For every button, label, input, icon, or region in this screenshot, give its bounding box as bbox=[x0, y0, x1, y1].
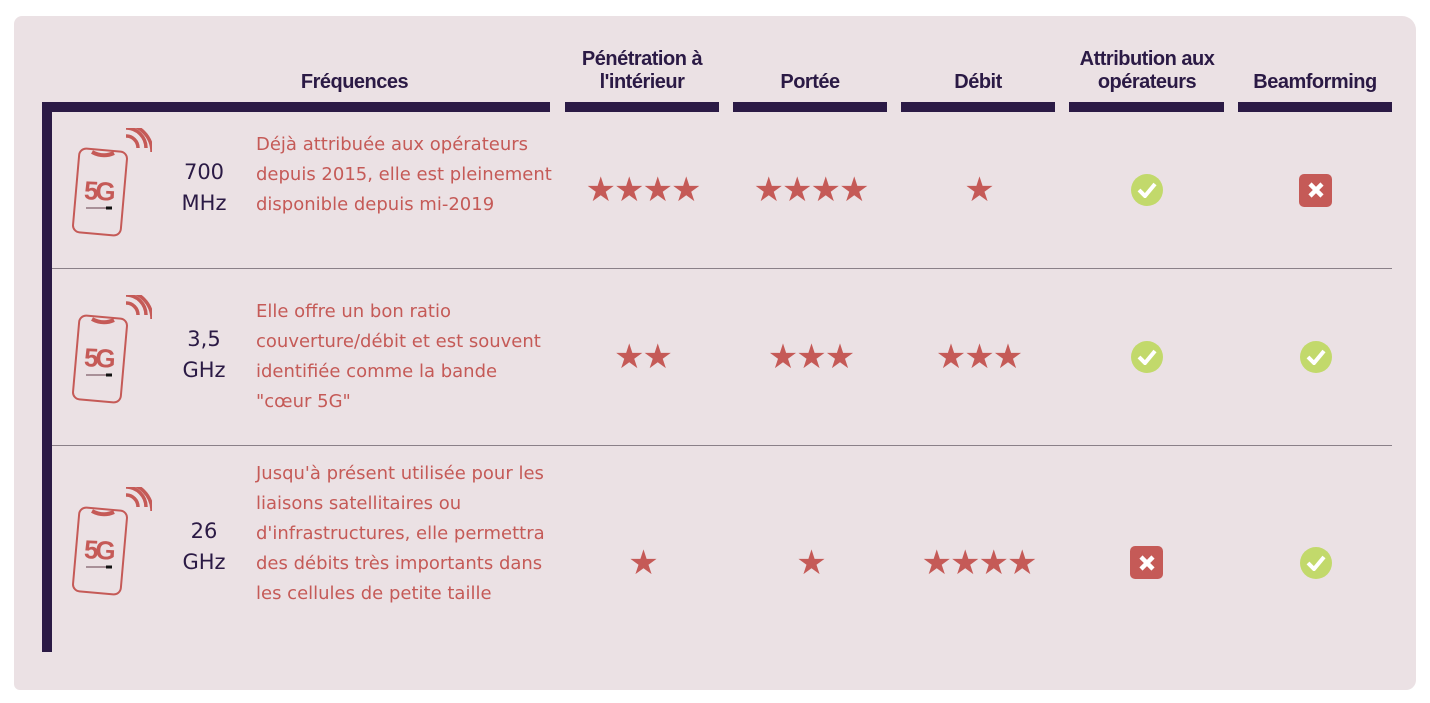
star-icon: ★ bbox=[753, 170, 785, 210]
portee-cell: ★★★ bbox=[733, 333, 888, 381]
star-icon: ★ bbox=[614, 170, 645, 210]
star-icon: ★ bbox=[642, 170, 674, 210]
frequency: 700 MHz bbox=[172, 157, 236, 219]
phone-label: 5G bbox=[83, 175, 115, 207]
star-icon: ★ bbox=[964, 336, 995, 377]
header-penetration: Pénétration à l'intérieur bbox=[581, 48, 703, 93]
header-attribution: Attribution aux opérateurs bbox=[1079, 48, 1215, 93]
table-row: 5G 26 GHz Jusqu'à présent utilisée pour … bbox=[52, 445, 1392, 652]
star-icon: ★ bbox=[810, 170, 842, 210]
check-icon bbox=[1130, 174, 1163, 206]
penetration-rating: ★ bbox=[628, 542, 659, 583]
check-icon bbox=[1299, 340, 1332, 373]
penetration-cell: ★ bbox=[565, 539, 720, 587]
check-icon bbox=[1299, 546, 1332, 579]
header-frequences: Fréquences bbox=[300, 71, 409, 93]
frequency-value: 3,5 bbox=[187, 326, 221, 351]
header-bar bbox=[565, 102, 719, 112]
portee-rating: ★★★ bbox=[767, 336, 856, 377]
penetration-cell: ★★ bbox=[565, 333, 720, 381]
description: Déjà attribuée aux opérateurs depuis 201… bbox=[256, 134, 552, 215]
header-portee: Portée bbox=[780, 71, 840, 93]
star-icon: ★ bbox=[796, 542, 827, 583]
table-row: 5G 3,5 GHz Elle offre un bon ratio couve… bbox=[52, 268, 1392, 445]
attribution-cell bbox=[1069, 166, 1224, 214]
debit-cell: ★★★★ bbox=[901, 539, 1056, 587]
frequency: 26 GHz bbox=[172, 516, 236, 578]
penetration-rating: ★★★★ bbox=[585, 170, 702, 210]
phone-label: 5G bbox=[83, 534, 115, 566]
penetration-cell: ★★★★ bbox=[565, 166, 720, 214]
star-icon: ★ bbox=[614, 336, 645, 377]
cross-icon bbox=[1130, 546, 1163, 579]
infographic-card bbox=[14, 16, 1416, 690]
beamforming-cell bbox=[1238, 333, 1393, 381]
star-icon: ★ bbox=[824, 336, 856, 377]
row-divider bbox=[52, 445, 1392, 446]
portee-cell: ★★★★ bbox=[733, 166, 888, 214]
star-icon: ★ bbox=[642, 336, 674, 377]
description: Jusqu'à présent utilisée pour les liaiso… bbox=[256, 462, 545, 604]
frequency-unit: MHz bbox=[181, 191, 227, 215]
star-icon: ★ bbox=[964, 170, 995, 210]
header-beamforming: Beamforming bbox=[1253, 71, 1377, 93]
attribution-cell bbox=[1069, 333, 1224, 381]
frequency-unit: GHz bbox=[182, 549, 226, 574]
header-bar bbox=[42, 102, 550, 112]
debit-cell: ★★★ bbox=[901, 333, 1056, 381]
star-icon: ★ bbox=[950, 542, 981, 583]
star-icon: ★ bbox=[767, 336, 799, 377]
star-icon: ★ bbox=[921, 542, 953, 583]
phone-5g-icon: 5G bbox=[70, 288, 154, 409]
header-bar bbox=[1238, 102, 1392, 112]
star-icon: ★ bbox=[796, 336, 827, 377]
debit-rating: ★★★ bbox=[935, 336, 1024, 377]
debit-rating: ★★★★ bbox=[921, 542, 1038, 583]
star-icon: ★ bbox=[838, 170, 870, 210]
frequency-value: 700 bbox=[183, 160, 225, 184]
phone-5g-icon: 5G bbox=[70, 122, 154, 242]
beamforming-cell bbox=[1238, 166, 1393, 214]
star-icon: ★ bbox=[935, 336, 967, 377]
portee-cell: ★ bbox=[733, 539, 888, 587]
star-icon: ★ bbox=[782, 170, 813, 210]
table-row: 5G 700 MHz Déjà attribuée aux opérateurs… bbox=[52, 112, 1392, 268]
header-debit: Débit bbox=[954, 71, 1002, 93]
star-icon: ★ bbox=[978, 542, 1010, 583]
portee-rating: ★★★★ bbox=[753, 170, 870, 210]
star-icon: ★ bbox=[628, 542, 659, 583]
star-icon: ★ bbox=[992, 336, 1024, 377]
portee-rating: ★ bbox=[796, 542, 827, 583]
description: Elle offre un bon ratio couverture/débit… bbox=[256, 300, 541, 412]
debit-cell: ★ bbox=[901, 166, 1056, 214]
header-bar bbox=[733, 102, 887, 112]
attribution-cell bbox=[1069, 539, 1224, 587]
star-icon: ★ bbox=[585, 170, 617, 210]
frequency-unit: GHz bbox=[182, 357, 226, 382]
phone-5g-icon: 5G bbox=[70, 480, 154, 601]
row-divider bbox=[52, 268, 1392, 269]
debit-rating: ★ bbox=[964, 170, 995, 210]
cross-icon bbox=[1299, 173, 1332, 207]
phone-label: 5G bbox=[83, 342, 115, 374]
frequency: 3,5 GHz bbox=[172, 324, 236, 386]
star-icon: ★ bbox=[1006, 542, 1038, 583]
check-icon bbox=[1130, 340, 1163, 373]
penetration-rating: ★★ bbox=[614, 336, 674, 377]
frequency-value: 26 bbox=[190, 518, 218, 543]
header-bar bbox=[1069, 102, 1224, 112]
star-icon: ★ bbox=[670, 170, 702, 210]
beamforming-cell bbox=[1238, 539, 1393, 587]
left-bar bbox=[42, 102, 52, 652]
header-bar bbox=[901, 102, 1055, 112]
